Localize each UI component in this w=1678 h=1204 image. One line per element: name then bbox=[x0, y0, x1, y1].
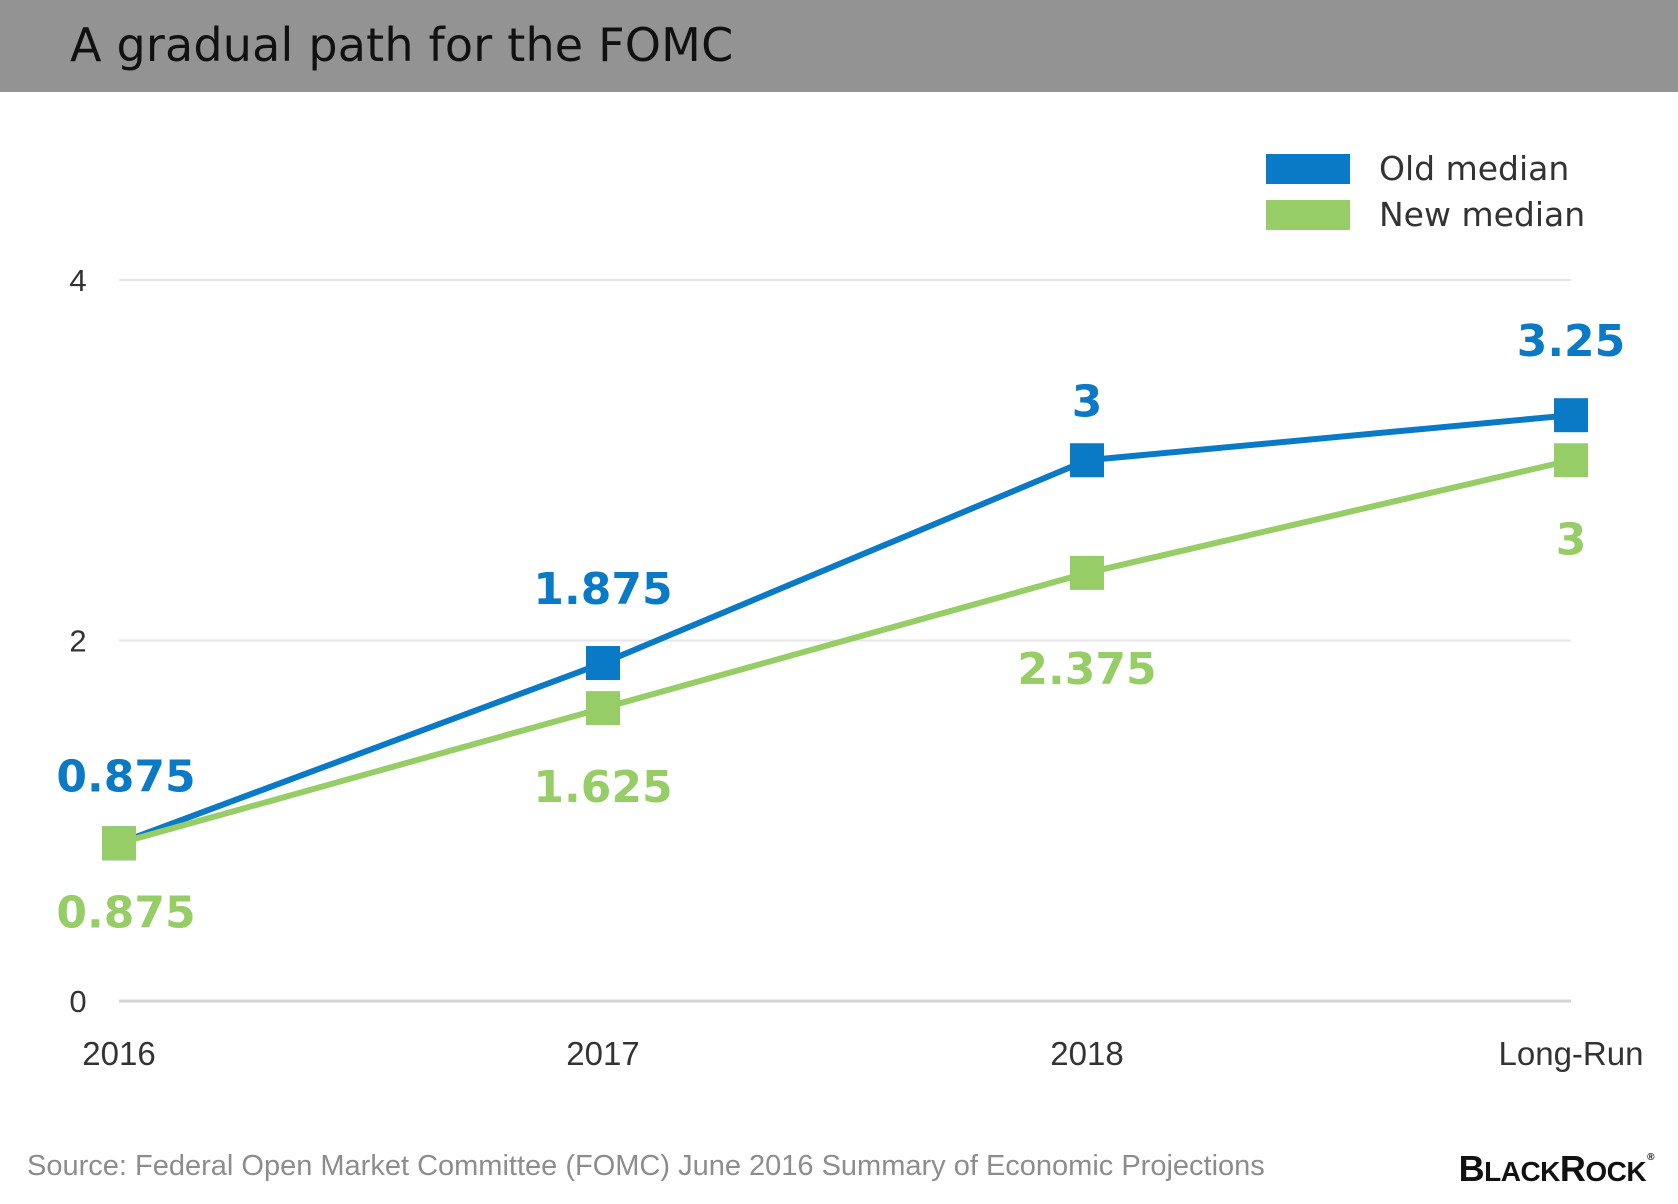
data-label: 3 bbox=[1072, 376, 1103, 427]
x-tick-label: 2018 bbox=[1050, 1035, 1123, 1072]
blackrock-logo: BLACKROCK® bbox=[1458, 1148, 1655, 1189]
x-tick-label: Long-Run bbox=[1499, 1035, 1644, 1072]
title-bar: A gradual path for the FOMC bbox=[0, 0, 1678, 92]
x-tick-label: 2016 bbox=[82, 1035, 155, 1072]
series-line bbox=[118, 457, 1572, 847]
source-note: Source: Federal Open Market Committee (F… bbox=[27, 1150, 1265, 1182]
data-label: 1.875 bbox=[533, 564, 672, 615]
data-point bbox=[586, 691, 620, 726]
data-label: 2.375 bbox=[1017, 644, 1156, 695]
legend-swatch bbox=[1266, 154, 1350, 184]
data-point bbox=[1070, 443, 1104, 478]
y-tick-label: 2 bbox=[69, 624, 86, 659]
legend-label: Old median bbox=[1379, 149, 1569, 188]
data-point bbox=[1554, 398, 1588, 433]
data-point bbox=[586, 646, 620, 681]
data-point bbox=[1554, 443, 1588, 478]
legend-label: New median bbox=[1379, 195, 1585, 234]
legend-swatch bbox=[1266, 200, 1350, 230]
data-label: 3 bbox=[1556, 514, 1587, 565]
data-label: 1.625 bbox=[533, 762, 672, 813]
data-point bbox=[1070, 555, 1104, 590]
data-point bbox=[102, 826, 136, 861]
data-label: 3.25 bbox=[1517, 316, 1626, 367]
series-line bbox=[117, 412, 1572, 847]
y-tick-label: 0 bbox=[69, 984, 86, 1019]
chart-title: A gradual path for the FOMC bbox=[70, 18, 734, 72]
y-tick-label: 4 bbox=[69, 263, 86, 298]
x-tick-label: 2017 bbox=[566, 1035, 639, 1072]
data-label: 0.875 bbox=[56, 887, 195, 938]
data-label: 0.875 bbox=[56, 751, 195, 802]
